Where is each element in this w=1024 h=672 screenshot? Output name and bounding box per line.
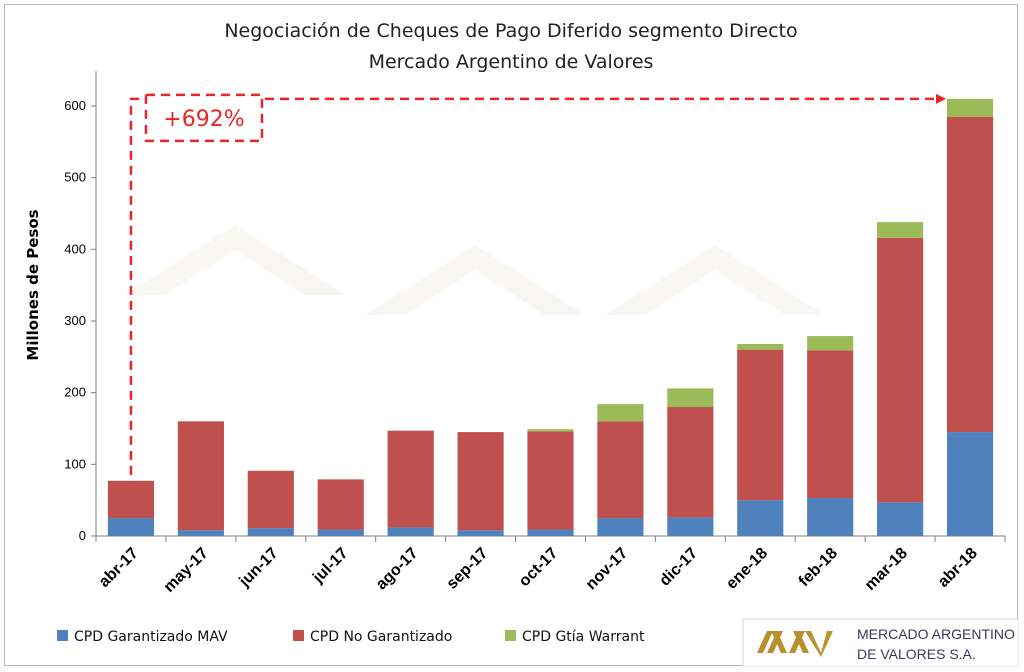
growth-label: +692%	[163, 107, 244, 132]
x-tick-labels: abr-17 may-17 jun-17 jul-17 ago-17 sep-17 oct-…	[96, 545, 981, 596]
bar-segment-1-jul-17	[317, 479, 364, 530]
x-tick-label: feb-18	[796, 545, 841, 590]
x-tick-label: jul-17	[309, 545, 351, 587]
chart-title-line-2: Mercado Argentino de Valores	[369, 51, 654, 73]
bar-segment-0-abr-18	[946, 432, 994, 536]
chart-canvas: Negociación de Cheques de Pago Diferido …	[24, 20, 1019, 667]
legend-label-2: CPD Gtía Warrant	[522, 629, 645, 645]
legend: CPD Garantizado MAV CPD No Garantizado CPD…	[57, 629, 645, 645]
bar-segment-2-mar-18	[877, 222, 924, 238]
bar-segment-2-feb-18	[807, 336, 854, 351]
bar-segment-1-dic-17	[667, 407, 714, 518]
y-tick-label: 0	[79, 528, 86, 543]
bar-segment-2-ene-18	[737, 343, 784, 350]
bar-segment-2-dic-17	[667, 388, 714, 407]
bar-segment-1-oct-17	[527, 431, 574, 530]
bar-segment-1-ene-18	[737, 349, 784, 501]
logo-text-line-2: DE VALORES S.A.	[857, 646, 976, 662]
x-tick-label: jun-17	[236, 545, 282, 591]
bar-segment-0-jun-17	[247, 528, 294, 536]
x-tick-label: sep-17	[444, 545, 492, 593]
bar-segment-2-oct-17	[527, 429, 574, 432]
legend-label-0: CPD Garantizado MAV	[74, 629, 228, 645]
x-tick-label: ene-18	[723, 545, 771, 593]
y-tick-label: 200	[64, 385, 86, 400]
bar-segment-1-abr-17	[107, 480, 155, 519]
bar-segment-2-abr-18	[946, 98, 994, 117]
y-tick-label: 500	[64, 170, 86, 185]
bar-segment-1-ago-17	[387, 430, 434, 528]
logo: MERCADO ARGENTINO DE VALORES S.A.	[742, 618, 1019, 667]
x-tick-label: abr-17	[96, 545, 142, 591]
bar-segment-1-may-17	[177, 421, 224, 531]
growth-annotation: +692%	[129, 93, 947, 475]
x-tick-label: ago-17	[373, 545, 422, 594]
x-tick-label: abr-18	[935, 545, 981, 591]
x-tick-label: oct-17	[516, 545, 561, 590]
legend-swatch-0	[57, 630, 68, 641]
bar-segment-0-sep-17	[457, 530, 504, 536]
bar-segment-1-sep-17	[457, 432, 504, 531]
mav-logo-mark	[757, 631, 833, 657]
chart-frame: Negociación de Cheques de Pago Diferido …	[4, 4, 1019, 667]
bar-segment-0-may-17	[177, 530, 224, 536]
x-tick-label: nov-17	[583, 545, 632, 594]
y-tick-label: 600	[64, 98, 86, 113]
bar-segment-0-dic-17	[667, 517, 714, 536]
x-axis	[95, 535, 1006, 542]
bar-segment-0-nov-17	[597, 518, 644, 536]
bar-segment-0-ene-18	[737, 500, 784, 536]
y-tick-label: 400	[64, 241, 86, 256]
bar-segment-1-nov-17	[597, 421, 644, 519]
watermark	[125, 225, 825, 315]
legend-swatch-2	[505, 630, 516, 641]
growth-arrow	[129, 93, 947, 475]
legend-label-1: CPD No Garantizado	[310, 629, 452, 645]
y-axis: 0 100 200 300 400 500 600	[64, 71, 97, 543]
x-tick-label: may-17	[161, 545, 212, 596]
y-axis-label: Millones de Pesos	[24, 209, 42, 360]
bar-segment-0-feb-18	[807, 498, 854, 536]
bar-segment-0-abr-17	[107, 518, 155, 536]
x-tick-label: dic-17	[656, 545, 701, 590]
logo-text-line-1: MERCADO ARGENTINO	[857, 626, 1015, 642]
bar-segment-0-mar-18	[877, 502, 924, 536]
x-tick-label: mar-18	[862, 545, 911, 594]
bar-segment-0-oct-17	[527, 529, 574, 536]
bar-segment-1-jun-17	[247, 470, 294, 529]
bar-segment-0-jul-17	[317, 529, 364, 536]
y-tick-label: 100	[64, 456, 86, 471]
y-tick-label: 300	[64, 313, 86, 328]
growth-label-box	[144, 93, 264, 143]
bar-segment-1-feb-18	[807, 350, 854, 499]
bars	[107, 98, 994, 536]
legend-swatch-1	[293, 630, 304, 641]
bar-segment-0-ago-17	[387, 527, 434, 536]
chart-title-line-1: Negociación de Cheques de Pago Diferido …	[224, 20, 797, 42]
bar-segment-2-nov-17	[597, 404, 644, 422]
bar-segment-1-mar-18	[877, 237, 924, 503]
bar-segment-1-abr-18	[946, 116, 994, 433]
